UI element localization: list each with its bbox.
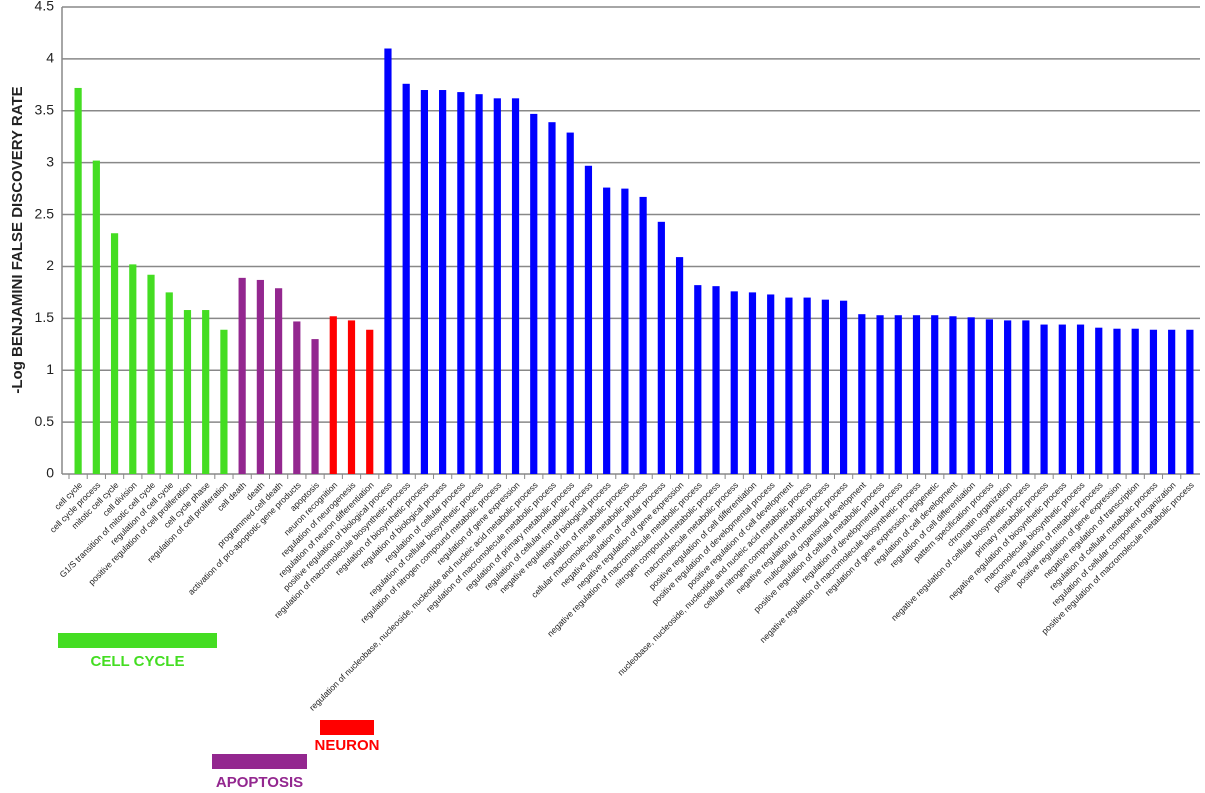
- y-tick-label: 2.5: [35, 205, 55, 221]
- bar: [384, 48, 392, 475]
- bar: [256, 279, 264, 474]
- bar: [566, 132, 574, 474]
- bar: [366, 329, 374, 474]
- bar: [238, 277, 246, 474]
- bar: [821, 299, 829, 474]
- bar: [129, 264, 137, 474]
- bar: [967, 317, 975, 474]
- y-tick-label: 3.5: [35, 101, 55, 117]
- bar: [1022, 320, 1030, 474]
- y-tick-label: 2: [46, 257, 54, 273]
- bar: [1040, 324, 1048, 474]
- bar: [402, 83, 410, 474]
- y-tick-label: 0.5: [35, 413, 55, 429]
- bar: [147, 274, 155, 474]
- bar: [639, 196, 647, 474]
- bar: [530, 113, 538, 474]
- bar: [1004, 320, 1012, 474]
- y-tick-label: 4.5: [35, 0, 55, 14]
- bar: [220, 329, 228, 474]
- y-tick-label: 0: [46, 465, 54, 481]
- y-tick-label: 1.5: [35, 309, 55, 325]
- bar: [420, 90, 429, 475]
- bar: [329, 316, 337, 474]
- bar: [92, 160, 100, 474]
- bar: [584, 165, 593, 474]
- bar: [767, 294, 775, 474]
- bar: [1186, 329, 1194, 474]
- bar: [1095, 327, 1103, 474]
- bar: [876, 315, 884, 474]
- bar: [293, 321, 301, 474]
- bar: [475, 94, 483, 474]
- bar: [712, 286, 720, 474]
- bar: [803, 297, 811, 474]
- bar: [621, 188, 629, 474]
- y-tick-label: 3: [46, 153, 54, 169]
- bar: [949, 316, 957, 474]
- bar: [457, 92, 465, 474]
- x-tick-label: activation of pro-apoptotic gene product…: [186, 480, 303, 597]
- bar: [748, 292, 757, 474]
- bar: [858, 314, 866, 474]
- group-label: APOPTOSIS: [216, 774, 303, 791]
- bar: [985, 319, 994, 474]
- bar: [675, 257, 684, 474]
- bar: [439, 90, 447, 475]
- bar: [931, 315, 939, 474]
- y-tick-label: 4: [46, 50, 54, 66]
- bar: [311, 339, 319, 474]
- bar: [274, 288, 283, 474]
- bar: [183, 310, 192, 474]
- group-bar: [320, 720, 374, 735]
- bar: [785, 297, 793, 474]
- group-bar: [58, 633, 217, 648]
- bar: [1076, 324, 1085, 474]
- bar: [839, 300, 848, 474]
- bar: [657, 221, 665, 474]
- bar: [694, 285, 702, 474]
- bar: [1168, 329, 1176, 474]
- bar: [1131, 328, 1139, 474]
- group-label: CELL CYCLE: [91, 653, 185, 670]
- bar: [347, 320, 356, 474]
- y-axis-label: -Log BENJAMINI FALSE DISCOVERY RATE: [9, 86, 26, 393]
- y-tick-label: 1: [46, 361, 54, 377]
- bar: [1058, 324, 1066, 474]
- bar: [912, 315, 921, 474]
- bar: [603, 187, 611, 474]
- bar: [1149, 329, 1158, 474]
- bar: [110, 233, 119, 474]
- bar: [1113, 328, 1121, 474]
- bar: [493, 98, 501, 474]
- group-bar: [212, 754, 307, 769]
- group-label: NEURON: [314, 737, 379, 754]
- bar: [74, 87, 82, 475]
- bar: [511, 98, 520, 474]
- bar: [730, 291, 738, 474]
- bar: [165, 292, 173, 474]
- bar: [894, 315, 902, 474]
- bar: [548, 122, 556, 475]
- bar: [202, 310, 210, 474]
